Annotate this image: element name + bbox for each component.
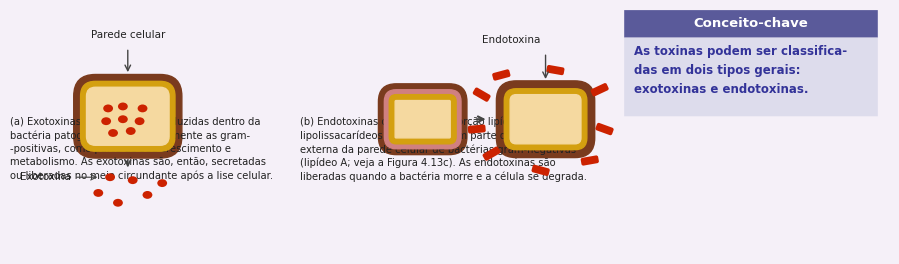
Ellipse shape — [105, 173, 115, 181]
Text: Endotoxina: Endotoxina — [482, 35, 540, 45]
FancyBboxPatch shape — [86, 87, 169, 145]
Ellipse shape — [103, 105, 113, 112]
FancyBboxPatch shape — [81, 81, 175, 151]
FancyBboxPatch shape — [591, 83, 609, 96]
Ellipse shape — [138, 105, 147, 112]
FancyBboxPatch shape — [378, 84, 467, 155]
FancyBboxPatch shape — [624, 38, 877, 116]
Text: Parede celular: Parede celular — [91, 30, 165, 40]
Ellipse shape — [118, 102, 128, 110]
Ellipse shape — [157, 179, 167, 187]
Ellipse shape — [143, 191, 152, 199]
Ellipse shape — [126, 127, 136, 135]
Text: (b) Endotoxinas consistem da porção lipídica dos
lipolissacarídeos (LPS) que faz: (b) Endotoxinas consistem da porção lipí… — [299, 116, 587, 182]
FancyBboxPatch shape — [581, 155, 599, 166]
FancyBboxPatch shape — [389, 95, 456, 144]
FancyBboxPatch shape — [595, 123, 614, 135]
FancyBboxPatch shape — [504, 89, 587, 150]
FancyBboxPatch shape — [496, 81, 595, 158]
Ellipse shape — [128, 176, 138, 184]
FancyBboxPatch shape — [624, 10, 877, 38]
Text: As toxinas podem ser classifica-
das em dois tipos gerais:
exotoxinas e endotoxi: As toxinas podem ser classifica- das em … — [634, 45, 847, 97]
FancyBboxPatch shape — [74, 74, 182, 158]
Ellipse shape — [108, 129, 118, 137]
Ellipse shape — [135, 117, 145, 125]
FancyBboxPatch shape — [483, 147, 501, 161]
Text: Exotoxina: Exotoxina — [20, 172, 71, 182]
FancyBboxPatch shape — [510, 95, 581, 144]
Text: Conceito-chave: Conceito-chave — [694, 17, 808, 30]
FancyBboxPatch shape — [396, 101, 450, 138]
Text: (a) Exotoxinas são proteínas produzidas dentro da
bactéria patogênica, mais comu: (a) Exotoxinas são proteínas produzidas … — [10, 116, 273, 181]
Ellipse shape — [113, 199, 123, 207]
FancyBboxPatch shape — [467, 125, 485, 134]
Ellipse shape — [93, 189, 103, 197]
FancyBboxPatch shape — [385, 90, 461, 149]
Ellipse shape — [102, 117, 111, 125]
FancyBboxPatch shape — [473, 87, 491, 102]
Ellipse shape — [118, 115, 128, 123]
FancyBboxPatch shape — [547, 65, 565, 75]
FancyBboxPatch shape — [531, 165, 550, 176]
FancyBboxPatch shape — [492, 69, 511, 81]
